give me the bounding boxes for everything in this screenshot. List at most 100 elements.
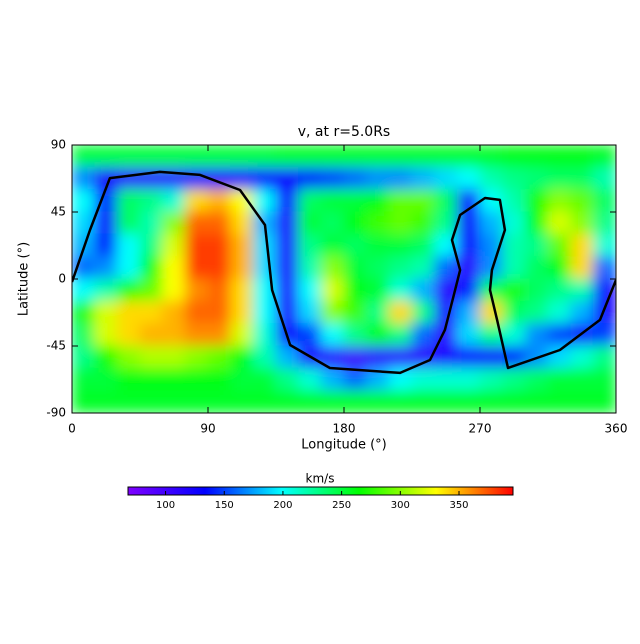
- heat-cell: [366, 145, 390, 168]
- colorbar-label: km/s: [306, 472, 335, 486]
- heat-cell: [434, 145, 458, 168]
- heat-cell: [479, 323, 504, 347]
- heat-cell: [388, 345, 413, 369]
- heat-cell: [162, 323, 186, 347]
- heat-cell: [343, 211, 368, 235]
- heat-cell: [547, 323, 572, 347]
- heat-cell: [388, 211, 413, 235]
- heat-cell: [411, 345, 436, 369]
- heat-cell: [116, 233, 141, 258]
- heat-cell: [366, 323, 390, 347]
- overlay: [72, 170, 616, 375]
- heat-cell: [72, 323, 96, 347]
- heat-cell: [479, 166, 504, 191]
- heat-cell: [366, 256, 390, 280]
- heat-cell: [298, 233, 322, 258]
- y-tick-label: 45: [51, 205, 66, 219]
- heat-cell: [252, 345, 277, 369]
- y-tick-label: 0: [58, 272, 66, 286]
- heat-cell: [366, 367, 390, 392]
- heat-cell: [456, 211, 481, 235]
- heat-cell: [184, 390, 209, 413]
- heat-cell: [592, 145, 616, 168]
- heat-cell: [230, 211, 254, 235]
- heat-cell: [275, 233, 300, 258]
- heat-cell: [252, 256, 277, 280]
- heat-cell: [207, 323, 232, 347]
- heat-cell: [502, 323, 526, 347]
- colorbar-tick-label: 300: [391, 500, 410, 511]
- heat-cell: [456, 323, 481, 347]
- heat-cell: [570, 300, 594, 325]
- heat-cell: [479, 300, 504, 325]
- heat-cell: [94, 367, 118, 392]
- heat-cell: [388, 256, 413, 280]
- x-tick-label: 0: [68, 422, 76, 436]
- heat-cell: [547, 367, 572, 392]
- x-tick-label: 180: [333, 422, 356, 436]
- heat-cell: [547, 145, 572, 168]
- heat-cell: [456, 390, 481, 413]
- heat-cell: [298, 367, 322, 392]
- heat-cell: [366, 233, 390, 258]
- heat-cell: [298, 390, 322, 413]
- heat-cell: [298, 256, 322, 280]
- heat-cell: [72, 145, 96, 168]
- heat-cell: [366, 345, 390, 369]
- y-axis-label: Latitude (°): [17, 242, 32, 316]
- heat-cell: [456, 278, 481, 302]
- heat-cell: [570, 256, 594, 280]
- heat-cell: [162, 300, 186, 325]
- heat-cell: [162, 145, 186, 168]
- heat-cell: [524, 300, 549, 325]
- heat-cell: [162, 166, 186, 191]
- heat-cell: [502, 300, 526, 325]
- heat-cell: [94, 300, 118, 325]
- heat-cell: [592, 189, 616, 213]
- heatmap: [72, 145, 616, 413]
- heat-cell: [184, 323, 209, 347]
- heat-cell: [456, 345, 481, 369]
- heat-cell: [524, 278, 549, 302]
- heat-cell: [139, 278, 164, 302]
- heat-cell: [502, 278, 526, 302]
- heat-cell: [411, 166, 436, 191]
- heat-cell: [320, 390, 345, 413]
- heat-cell: [479, 145, 504, 168]
- heat-cell: [72, 166, 96, 191]
- heat-cell: [94, 211, 118, 235]
- heat-cell: [72, 300, 96, 325]
- heat-cell: [570, 390, 594, 413]
- colorbar: [127, 486, 514, 496]
- colorbar-tick-label: 100: [156, 500, 175, 511]
- chart-title: v, at r=5.0Rs: [298, 124, 390, 140]
- heat-cell: [298, 166, 322, 191]
- heat-cell: [72, 278, 96, 302]
- heat-cell: [592, 166, 616, 191]
- heat-cell: [184, 211, 209, 235]
- heat-cell: [207, 233, 232, 258]
- heat-cell: [116, 256, 141, 280]
- heat-cell: [343, 278, 368, 302]
- heat-cell: [275, 166, 300, 191]
- heat-cell: [411, 145, 436, 168]
- heat-cell: [139, 145, 164, 168]
- heat-cell: [298, 145, 322, 168]
- heat-cell: [298, 211, 322, 235]
- heat-cell: [162, 390, 186, 413]
- heat-cell: [230, 323, 254, 347]
- heat-cell: [207, 390, 232, 413]
- heat-cell: [570, 345, 594, 369]
- heat-cell: [502, 189, 526, 213]
- heat-cell: [184, 189, 209, 213]
- heat-cell: [252, 300, 277, 325]
- heat-cell: [411, 300, 436, 325]
- heat-cell: [162, 345, 186, 369]
- heat-cell: [456, 189, 481, 213]
- heat-cell: [162, 367, 186, 392]
- heat-cell: [524, 323, 549, 347]
- heat-cell: [207, 278, 232, 302]
- heat-cell: [411, 367, 436, 392]
- heat-cell: [275, 189, 300, 213]
- heat-cell: [570, 189, 594, 213]
